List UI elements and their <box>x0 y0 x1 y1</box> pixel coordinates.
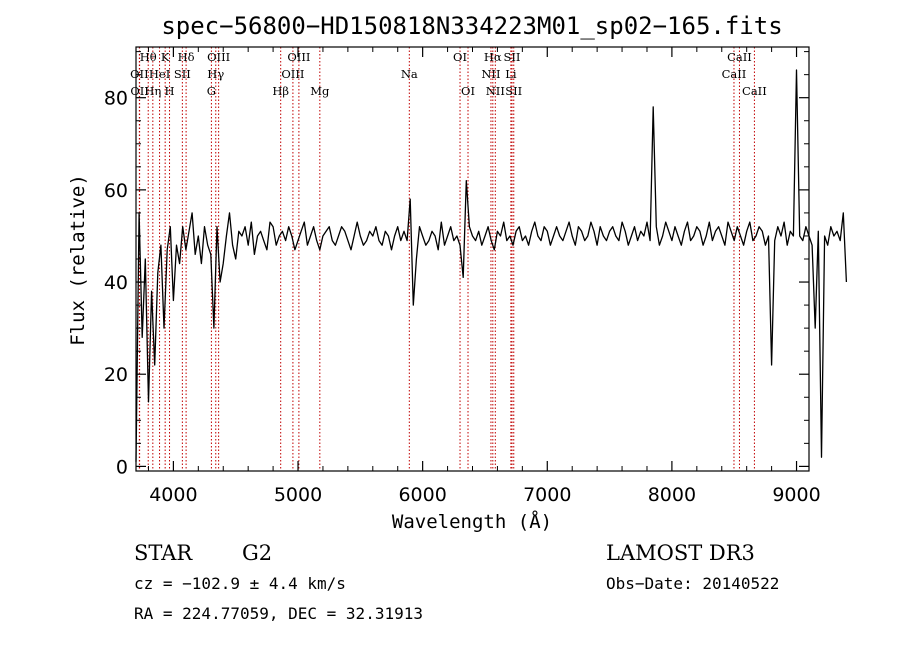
survey-name: LAMOST DR3 <box>606 541 755 565</box>
x-tick-label: 9000 <box>772 484 820 506</box>
x-tick-label: 8000 <box>648 484 696 506</box>
line-marker-label: Hδ <box>178 50 195 64</box>
line-marker-label: OIII <box>281 67 304 81</box>
x-tick-label: 4000 <box>149 484 197 506</box>
line-marker-label: CaII <box>722 67 747 81</box>
y-tick-label: 60 <box>104 180 128 202</box>
line-marker-label: SII <box>174 67 191 81</box>
y-tick-label: 0 <box>116 456 128 478</box>
line-marker-label: H <box>165 84 175 98</box>
x-tick-label: 6000 <box>398 484 446 506</box>
object-subclass: G2 <box>242 541 272 565</box>
line-marker-label: CaII <box>742 84 767 98</box>
x-axis-label: Wavelength (Å) <box>392 510 552 533</box>
line-marker-label: Hγ <box>207 67 224 81</box>
y-axis-ticks: 0 20 40 60 80 <box>104 51 809 478</box>
line-marker-label: Li <box>505 67 517 81</box>
line-marker-label: K <box>161 50 170 64</box>
obs-date: Obs−Date: 20140522 <box>606 574 779 593</box>
line-marker-label: Hθ <box>140 50 157 64</box>
chart-title: spec−56800−HD150818N334223M01_sp02−165.f… <box>161 12 782 40</box>
y-tick-label: 80 <box>104 88 128 110</box>
y-tick-label: 20 <box>104 364 128 386</box>
y-axis-label: Flux (relative) <box>67 174 89 346</box>
line-marker-label: G <box>207 84 216 98</box>
x-tick-label: 7000 <box>523 484 571 506</box>
line-marker-label: CaII <box>727 50 752 64</box>
line-marker-label: OI <box>461 84 475 98</box>
coordinates: RA = 224.77059, DEC = 32.31913 <box>134 604 423 623</box>
line-marker-label: SII <box>505 84 522 98</box>
line-marker-label: NII <box>486 84 505 98</box>
plot-frame <box>135 46 810 472</box>
line-marker-label: OII <box>130 84 149 98</box>
object-class: STAR <box>134 541 193 565</box>
line-marker-label: Mg <box>310 84 330 98</box>
x-axis-ticks: 4000 5000 6000 7000 8000 9000 <box>147 47 821 506</box>
line-marker-label: HeI <box>149 67 170 81</box>
line-marker-label: OIII <box>287 50 310 64</box>
line-marker-label: Na <box>401 67 418 81</box>
y-tick-label: 40 <box>104 272 128 294</box>
line-marker-label: Hβ <box>272 84 289 98</box>
redshift-text: cz = −102.9 ± 4.4 km/s <box>134 574 346 593</box>
line-marker-label: NII <box>481 67 500 81</box>
line-marker-label: OIII <box>207 50 230 64</box>
line-marker-label: OII <box>130 67 149 81</box>
line-marker-label: Hα <box>484 50 502 64</box>
line-marker-label: OI <box>453 50 467 64</box>
line-marker-label: Hη <box>144 84 161 98</box>
line-marker-label: SII <box>504 50 521 64</box>
spectrum-line <box>135 69 848 462</box>
x-tick-label: 5000 <box>274 484 322 506</box>
spectral-line-markers <box>138 47 755 471</box>
